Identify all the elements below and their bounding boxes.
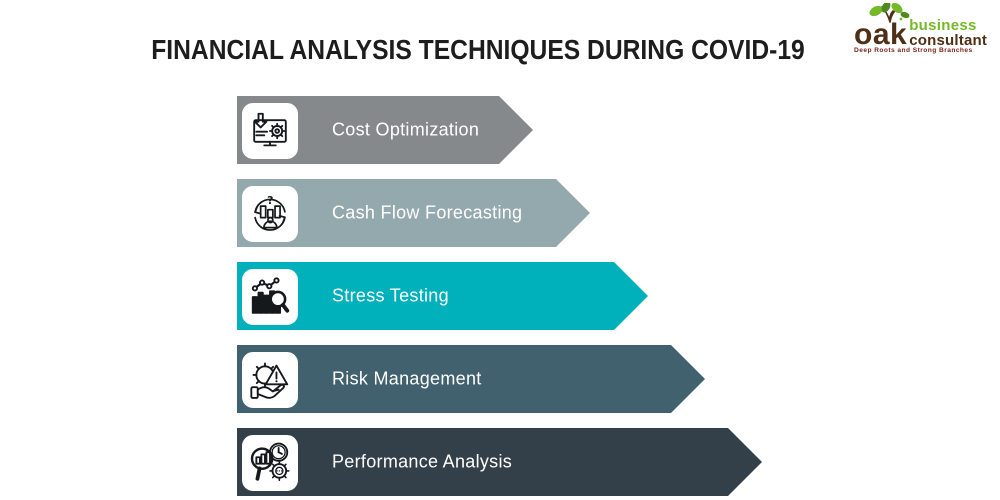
logo-tagline: Deep Roots and Strong Branches: [854, 47, 973, 54]
icon-box-stress-testing: [239, 266, 301, 328]
oak-business-consultant-logo: oak business consultant Deep Roots and S…: [854, 3, 990, 57]
bar-chart-magnifier-icon: [251, 277, 290, 314]
logo-wordmark: oak business consultant: [854, 17, 988, 51]
cycle-forecast-chart-icon: ?: [254, 194, 286, 231]
icon-box-cash-flow-forecasting: ?: [239, 183, 301, 245]
banner-stress-testing: Stress Testing: [237, 262, 648, 330]
logo-word-oak: oak: [854, 18, 908, 51]
icon-box-performance-analysis: [239, 432, 301, 494]
icon-box-risk-management: [239, 349, 301, 411]
banner-label: Risk Management: [332, 368, 482, 389]
monitor-download-gear-icon: [253, 112, 287, 147]
magnifier-clock-gear-icon: [250, 442, 290, 482]
banner-label: Performance Analysis: [332, 451, 513, 472]
banner-performance-analysis: Performance Analysis: [237, 428, 762, 496]
oak-tree-logo-icon: [869, 3, 910, 23]
banner-label: Cost Optimization: [332, 119, 480, 140]
logo-word-business: business: [909, 17, 977, 34]
banner-label: Cash Flow Forecasting: [332, 202, 523, 223]
icon-box-cost-optimization: [239, 100, 301, 162]
banner-risk-management: Risk Management: [237, 345, 705, 413]
banner-label: Stress Testing: [332, 285, 449, 306]
svg-text:?: ?: [267, 194, 273, 207]
logo-word-consultant: consultant: [909, 32, 988, 49]
page-title: FINANCIAL ANALYSIS TECHNIQUES DURING COV…: [151, 34, 805, 65]
hand-gear-warning-icon: [250, 362, 289, 399]
